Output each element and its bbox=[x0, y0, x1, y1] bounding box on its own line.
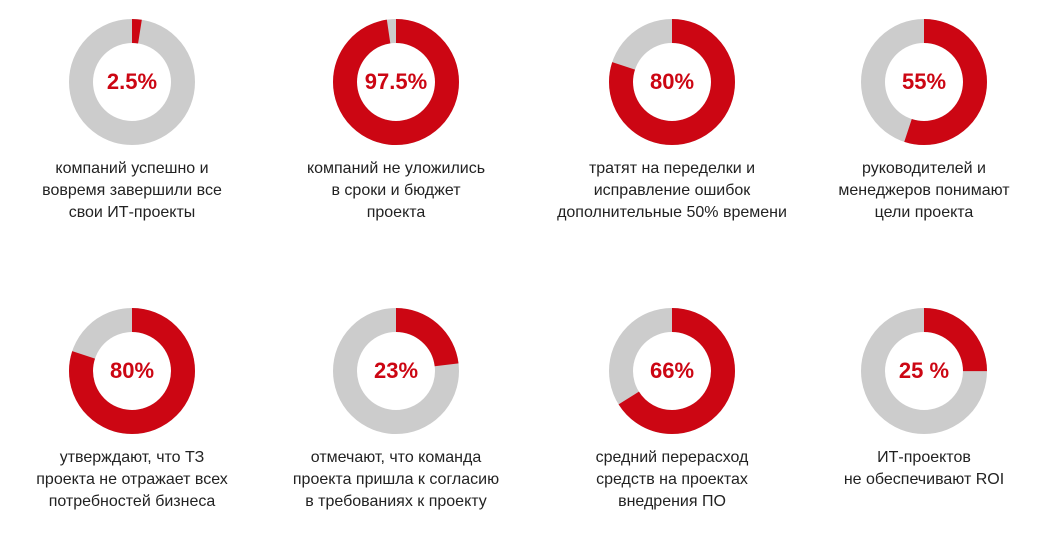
caption-line: отмечают, что команда bbox=[310, 449, 482, 466]
donut-chart: 80% bbox=[608, 18, 736, 146]
caption-line: менеджеров понимают bbox=[838, 182, 1010, 199]
caption: ИТ-проектов не обеспечивают ROI bbox=[792, 447, 1056, 491]
caption: утверждают, что ТЗ проекта не отражает в… bbox=[0, 447, 264, 513]
donut-value-label: 55% bbox=[901, 69, 947, 94]
donut-value-label: 80% bbox=[649, 69, 695, 94]
caption-line: в требованиях к проекту bbox=[305, 493, 487, 510]
caption-line: потребностей бизнеса bbox=[48, 493, 216, 510]
donut-value-label: 25 % bbox=[898, 358, 950, 383]
caption-line: в сроки и бюджет bbox=[331, 182, 461, 199]
caption-line: проекта не отражает всех bbox=[36, 471, 228, 488]
donut-chart: 80% bbox=[68, 307, 196, 435]
caption-line: внедрения ПО bbox=[618, 493, 726, 510]
stat-card-7: 66% средний перерасход средств на проект… bbox=[540, 289, 804, 560]
donut-value-label: 97.5% bbox=[364, 69, 428, 94]
donut-value-slice bbox=[69, 308, 195, 434]
donut-value-label: 23% bbox=[373, 358, 419, 383]
donut-svg bbox=[609, 19, 735, 145]
stat-card-5: 80% утверждают, что ТЗ проекта не отража… bbox=[0, 289, 264, 560]
donut-svg bbox=[69, 308, 195, 434]
donut-value-slice bbox=[609, 19, 735, 145]
donut-value-slice bbox=[609, 308, 735, 434]
caption-line: утверждают, что ТЗ bbox=[59, 449, 205, 466]
caption-line: дополнительные 50% времени bbox=[557, 204, 787, 221]
caption-line: средств на проектах bbox=[596, 471, 748, 488]
donut-svg bbox=[861, 19, 987, 145]
caption-line: цели проекта bbox=[874, 204, 974, 221]
donut-value-label: 2.5% bbox=[106, 69, 158, 94]
caption-line: компаний успешно и bbox=[55, 160, 209, 177]
donut-svg bbox=[333, 19, 459, 145]
donut-value-slice bbox=[333, 308, 459, 434]
caption: компаний не уложились в сроки и бюджет п… bbox=[264, 158, 528, 224]
donut-svg bbox=[609, 308, 735, 434]
donut-chart: 97.5% bbox=[332, 18, 460, 146]
caption: отмечают, что команда проекта пришла к с… bbox=[264, 447, 528, 513]
caption-line: проекта пришла к согласию bbox=[292, 471, 500, 488]
donut-value-label: 80% bbox=[109, 358, 155, 383]
donut-chart: 23% bbox=[332, 307, 460, 435]
caption-line: тратят на переделки и bbox=[588, 160, 756, 177]
donut-chart: 25 % bbox=[860, 307, 988, 435]
donut-chart: 55% bbox=[860, 18, 988, 146]
caption-line: исправление ошибок bbox=[593, 182, 751, 199]
caption: средний перерасход средств на проектах в… bbox=[540, 447, 804, 513]
stat-card-2: 97.5% компаний не уложились в сроки и бю… bbox=[264, 0, 528, 271]
donut-svg bbox=[861, 308, 987, 434]
stat-card-8: 25 % ИТ-проектов не обеспечивают ROI bbox=[792, 289, 1056, 560]
stat-card-6: 23% отмечают, что команда проекта пришла… bbox=[264, 289, 528, 560]
donut-value-slice bbox=[861, 19, 987, 145]
donut-value-label: 66% bbox=[649, 358, 695, 383]
caption: руководителей и менеджеров понимают цели… bbox=[792, 158, 1056, 224]
stat-card-4: 55% руководителей и менеджеров понимают … bbox=[792, 0, 1056, 271]
donut-svg bbox=[333, 308, 459, 434]
caption-line: проекта bbox=[366, 204, 426, 221]
stat-card-1: 2.5% компаний успешно и вовремя завершил… bbox=[0, 0, 264, 271]
caption-line: компаний не уложились bbox=[306, 160, 486, 177]
donut-value-slice bbox=[861, 308, 987, 434]
caption-line: свои ИТ-проекты bbox=[68, 204, 196, 221]
donut-chart: 2.5% bbox=[68, 18, 196, 146]
caption-line: не обеспечивают ROI bbox=[843, 471, 1005, 488]
donut-value-slice bbox=[69, 19, 195, 145]
caption-line: средний перерасход bbox=[595, 449, 749, 466]
donut-svg bbox=[69, 19, 195, 145]
donut-chart-grid: 2.5% компаний успешно и вовремя завершил… bbox=[0, 0, 1056, 510]
donut-value-slice bbox=[333, 19, 459, 145]
stat-card-3: 80% тратят на переделки и исправление ош… bbox=[540, 0, 804, 271]
donut-chart: 66% bbox=[608, 307, 736, 435]
caption-line: ИТ-проектов bbox=[877, 449, 971, 466]
caption: компаний успешно и вовремя завершили все… bbox=[0, 158, 264, 224]
caption: тратят на переделки и исправление ошибок… bbox=[540, 158, 804, 224]
caption-line: вовремя завершили все bbox=[42, 182, 222, 199]
caption-line: руководителей и bbox=[861, 160, 986, 177]
